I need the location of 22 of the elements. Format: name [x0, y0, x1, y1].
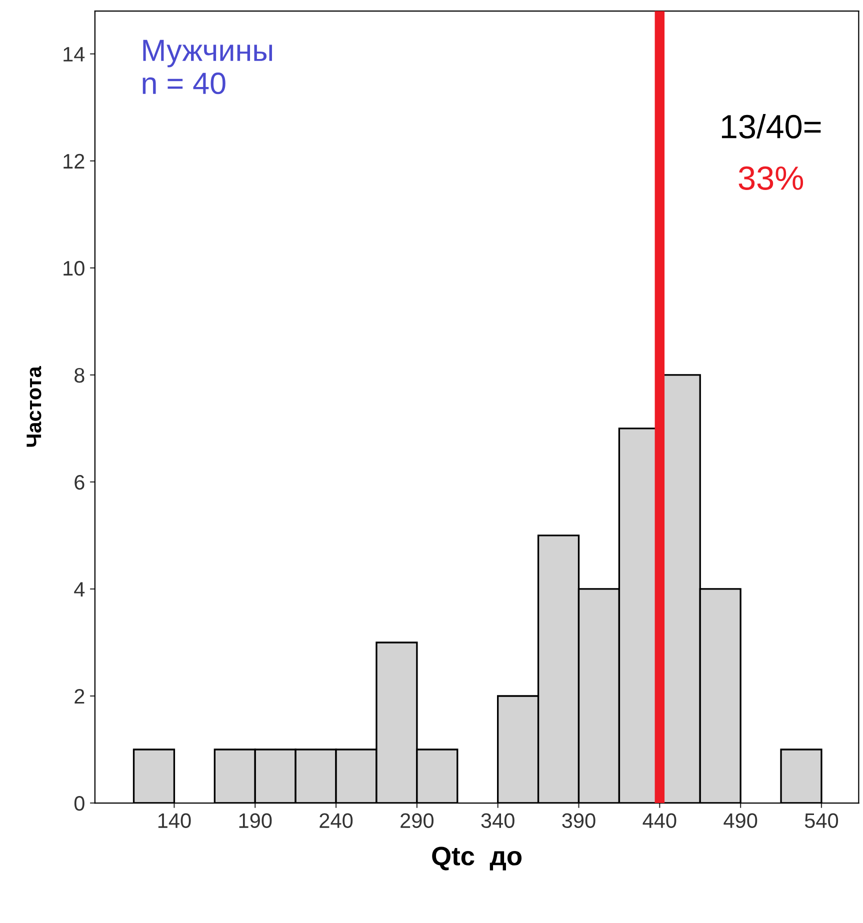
- annotation: 13/40=: [722, 114, 821, 139]
- y-tick-label: 4: [74, 582, 85, 597]
- y-tick-label: 6: [74, 474, 84, 490]
- x-tick-label: 240: [320, 813, 353, 828]
- annotation: 33%: [738, 166, 804, 190]
- y-tick-label: 2: [74, 688, 84, 704]
- annotation: Мужчины n = 40: [142, 40, 272, 94]
- x-tick-label: 390: [562, 813, 596, 828]
- y-tick-label: 8: [74, 368, 84, 383]
- x-tick-label: 340: [481, 813, 514, 828]
- x-tick-label: 440: [642, 813, 676, 828]
- y-tick-label: 0: [74, 796, 84, 811]
- y-tick-label: 14: [64, 47, 85, 62]
- y-tick-label: 12: [64, 154, 84, 168]
- x-tick-label: 490: [724, 813, 758, 828]
- x-tick-label: 140: [158, 813, 191, 828]
- y-tick-label: 10: [64, 260, 84, 276]
- x-axis-title: Qtc до: [432, 846, 522, 870]
- y-axis-title: Частота: [26, 366, 42, 447]
- x-tick-label: 290: [400, 813, 434, 828]
- x-tick-label: 540: [804, 813, 838, 828]
- x-tick-label: 190: [239, 813, 272, 828]
